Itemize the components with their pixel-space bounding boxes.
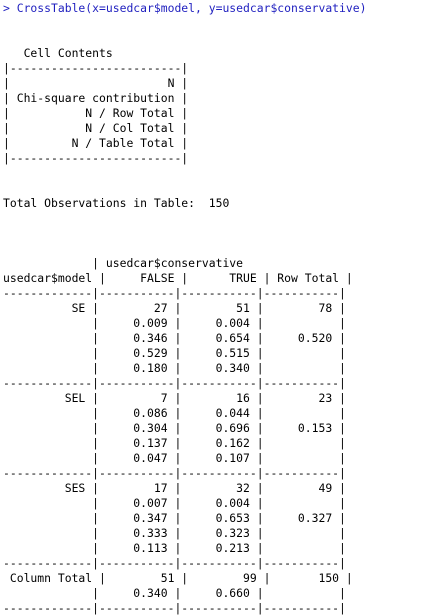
console-output-line (3, 226, 431, 241)
console-output-line: | 0.007 | 0.004 | | (3, 496, 346, 510)
console-output-line: | 0.529 | 0.515 | | (3, 346, 346, 360)
console-output-line: | 0.137 | 0.162 | | (3, 436, 346, 450)
console-command-line[interactable]: > CrossTable(x=usedcar$model, y=usedcar$… (3, 1, 367, 15)
console-output-line: |-------------------------| (3, 61, 189, 75)
console-output-line: | 0.086 | 0.044 | | (3, 406, 346, 420)
console-output-line (3, 241, 431, 256)
console-output-line: -------------|-----------|-----------|--… (3, 286, 346, 300)
console-output-line: | 0.347 | 0.653 | 0.327 | (3, 511, 346, 525)
console-output-line: -------------|-----------|-----------|--… (3, 601, 346, 615)
crosstable-output: Cell Contents |-------------------------|… (3, 16, 431, 616)
console-output-line: | usedcar$conservative (3, 256, 244, 270)
console-output-line: | 0.180 | 0.340 | | (3, 361, 346, 375)
console-output-line: | N / Table Total | (3, 136, 189, 150)
console-output-line (3, 211, 431, 226)
console-output-line: Total Observations in Table: 150 (3, 196, 230, 210)
console-output-line: Cell Contents (3, 46, 113, 60)
console-output-line: | N | (3, 76, 189, 90)
console-output-line (3, 31, 431, 46)
console-output-line: -------------|-----------|-----------|--… (3, 556, 346, 570)
console-output-line: | 0.340 | 0.660 | | (3, 586, 346, 600)
console-output-line (3, 16, 431, 31)
console-output-line: SES | 17 | 32 | 49 | (3, 481, 346, 495)
console-output-line: | Chi-square contribution | (3, 91, 189, 105)
console-output-line: -------------|-----------|-----------|--… (3, 466, 346, 480)
console-output-line: SEL | 7 | 16 | 23 | (3, 391, 346, 405)
console-output-line: -------------|-----------|-----------|--… (3, 376, 346, 390)
console-output-line: | 0.304 | 0.696 | 0.153 | (3, 421, 346, 435)
console-output-line: | N / Col Total | (3, 121, 189, 135)
console-output-line: |-------------------------| (3, 151, 189, 165)
console-output-line: | N / Row Total | (3, 106, 189, 120)
console-output-line (3, 166, 431, 181)
console-output-line: | 0.009 | 0.004 | | (3, 316, 346, 330)
console-output-line: Column Total | 51 | 99 | 150 | (3, 571, 353, 585)
console-output-line: | 0.346 | 0.654 | 0.520 | (3, 331, 346, 345)
console-output-line: | 0.047 | 0.107 | | (3, 451, 346, 465)
console-output-line (3, 181, 431, 196)
console-output-line: | 0.333 | 0.323 | | (3, 526, 346, 540)
console-output-line: usedcar$model | FALSE | TRUE | Row Total… (3, 271, 353, 285)
console-output-line: SE | 27 | 51 | 78 | (3, 301, 346, 315)
console-output-line: | 0.113 | 0.213 | | (3, 541, 346, 555)
